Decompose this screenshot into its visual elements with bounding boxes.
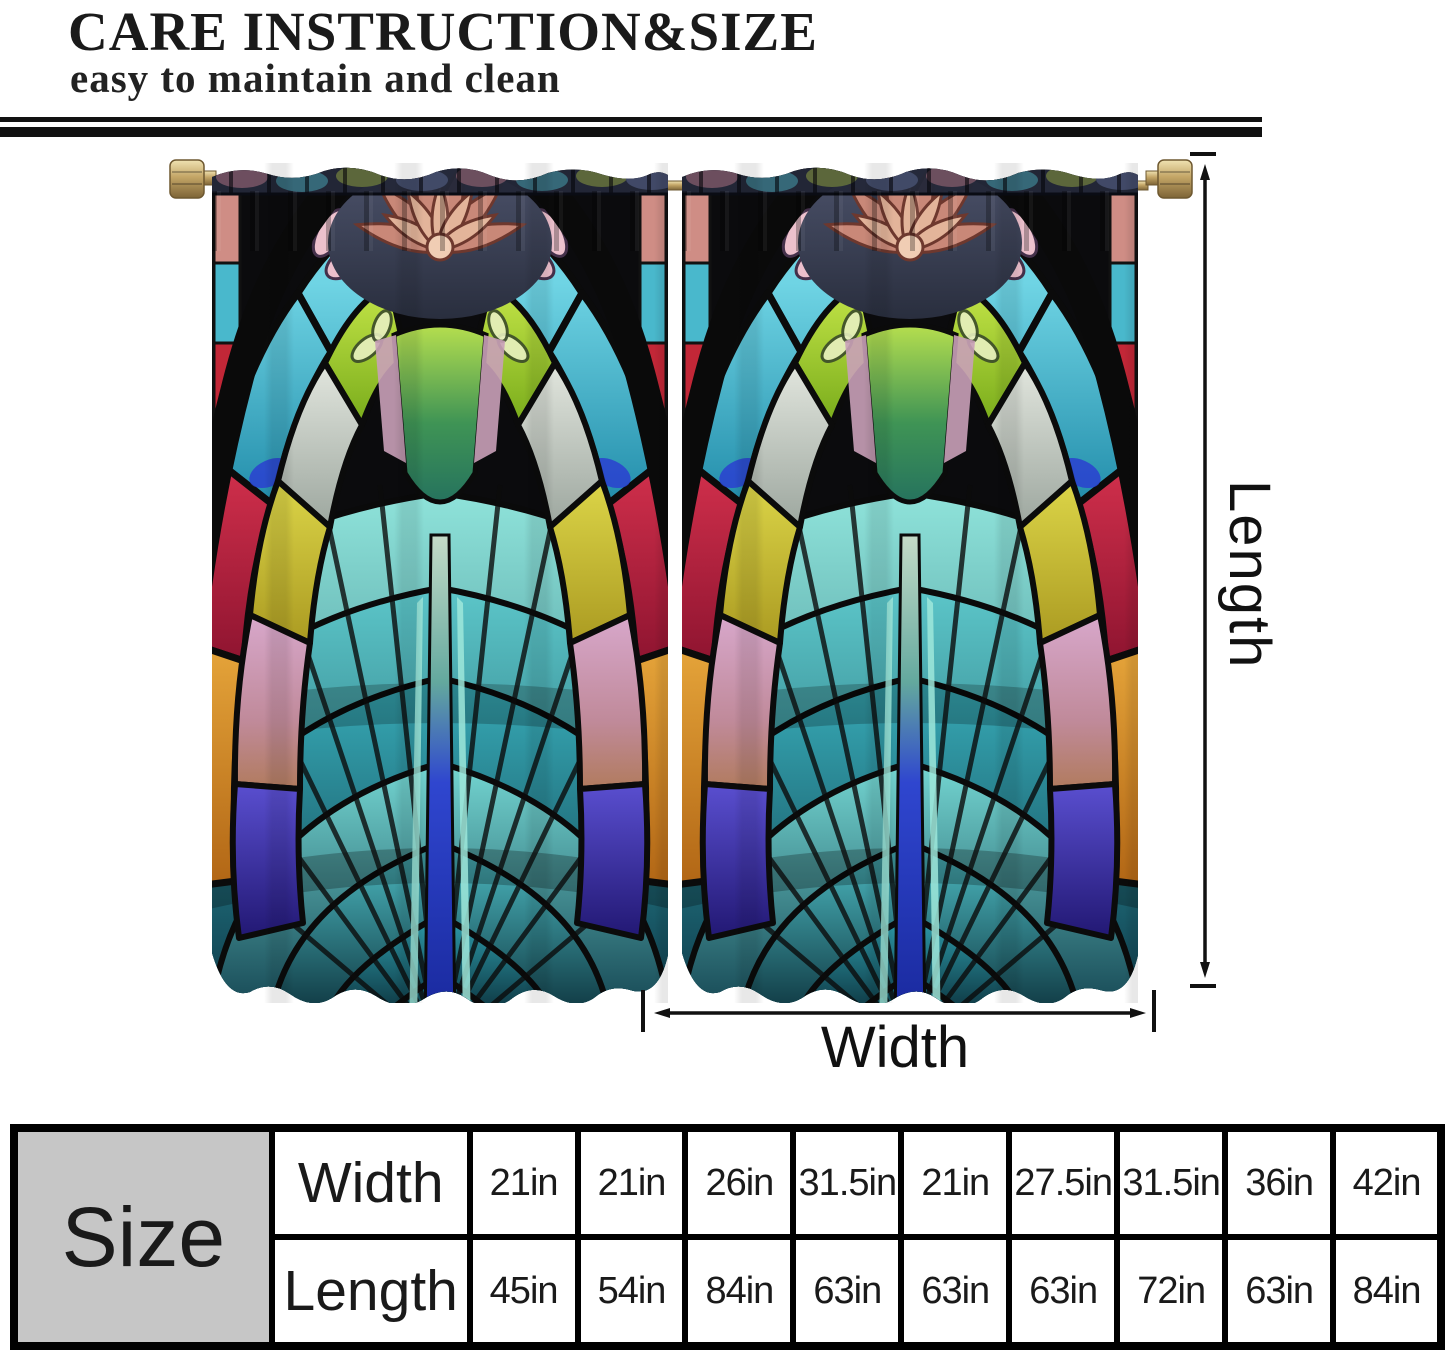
length-tick-top xyxy=(1190,152,1216,156)
length-value-cell: 72in xyxy=(1114,1234,1229,1349)
length-value-cell: 54in xyxy=(574,1234,689,1349)
width-value-cell: 26in xyxy=(682,1125,797,1240)
page-subtitle: easy to maintain and clean xyxy=(70,55,561,101)
table-row-length: Length 45in 54in 84in 63in 63in 63in 72i… xyxy=(14,1234,1444,1349)
length-value-cell: 84in xyxy=(1330,1234,1444,1349)
length-value-cell: 63in xyxy=(790,1234,905,1349)
width-value-cell: 21in xyxy=(574,1125,689,1240)
divider-line-thick xyxy=(0,127,1262,137)
width-value-cell: 36in xyxy=(1222,1125,1337,1240)
width-value-cell: 42in xyxy=(1330,1125,1444,1240)
width-arrow xyxy=(654,1008,1146,1018)
row-label-width: Width xyxy=(268,1125,473,1240)
rod-finial-left xyxy=(169,159,205,199)
width-value-cell: 21in xyxy=(898,1125,1013,1240)
width-tick-right xyxy=(1152,990,1156,1032)
length-value-cell: 84in xyxy=(682,1234,797,1349)
row-label-length: Length xyxy=(268,1234,473,1349)
curtain-panel-right xyxy=(682,163,1138,1003)
size-corner-cell: Size xyxy=(11,1125,275,1349)
width-tick-left xyxy=(641,990,645,1032)
width-value-cell: 27.5in xyxy=(1006,1125,1121,1240)
width-value-cell: 31.5in xyxy=(1114,1125,1229,1240)
curtain-panel-left xyxy=(212,163,668,1003)
table-row-width: Size Width 21in 21in 26in 31.5in 21in 27… xyxy=(11,1125,1444,1349)
length-value-cell: 45in xyxy=(466,1234,581,1349)
length-tick-bottom xyxy=(1190,984,1216,988)
width-label: Width xyxy=(820,1015,970,1080)
divider-line-thin xyxy=(0,117,1262,122)
length-value-cell: 63in xyxy=(898,1234,1013,1349)
width-value-cell: 31.5in xyxy=(790,1125,905,1240)
curtain-rod xyxy=(169,159,1193,199)
length-value-cell: 63in xyxy=(1222,1234,1337,1349)
rod-finial-right xyxy=(1157,159,1193,199)
length-arrow xyxy=(1200,164,1210,978)
page-title: CARE INSTRUCTION&SIZE xyxy=(68,1,818,62)
size-table: Size Width 21in 21in 26in 31.5in 21in 27… xyxy=(10,1124,1445,1350)
length-label: Length xyxy=(1217,480,1282,670)
width-value-cell: 21in xyxy=(466,1125,581,1240)
length-value-cell: 63in xyxy=(1006,1234,1121,1349)
curtain-diagram: Length Width xyxy=(169,152,1282,1080)
